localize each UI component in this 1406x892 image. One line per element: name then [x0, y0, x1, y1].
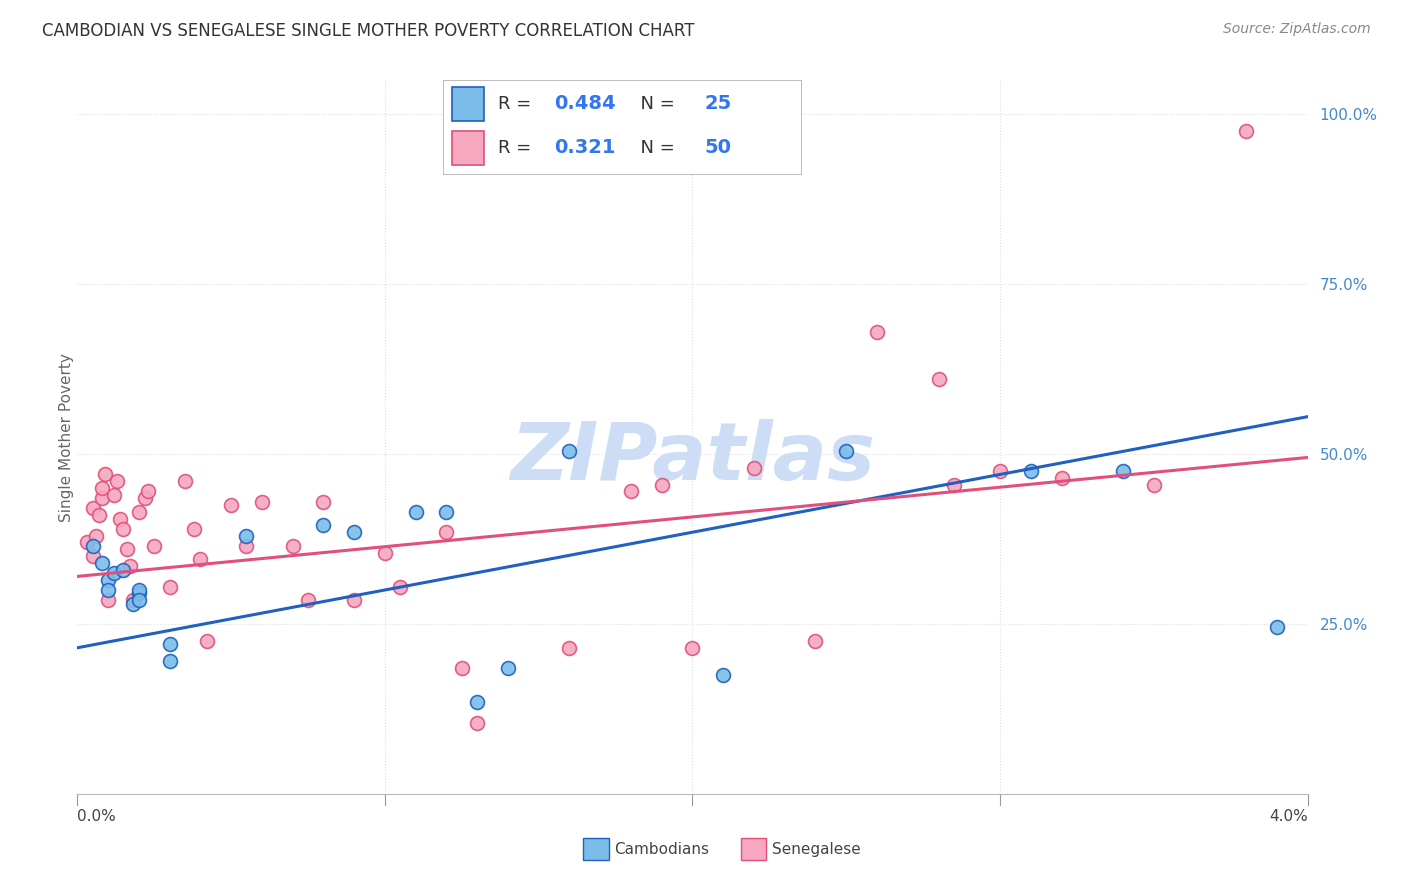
- Point: [103, 488, 125, 502]
- Text: 25: 25: [704, 95, 733, 113]
- Text: N =: N =: [630, 95, 681, 112]
- Point: [121, 597, 143, 611]
- Point: [112, 522, 135, 536]
- Point: [97, 593, 120, 607]
- Point: [128, 586, 150, 600]
- Point: [103, 566, 125, 580]
- Point: [90, 556, 114, 570]
- Point: [134, 491, 156, 506]
- Point: [190, 552, 212, 566]
- Point: [1143, 477, 1166, 491]
- Point: [374, 546, 396, 560]
- Point: [97, 582, 120, 597]
- Text: Senegalese: Senegalese: [772, 842, 860, 856]
- Point: [235, 528, 257, 542]
- Point: [82, 501, 104, 516]
- Point: [159, 580, 181, 594]
- Point: [942, 477, 965, 491]
- Point: [389, 580, 412, 594]
- Point: [405, 505, 427, 519]
- Point: [1019, 464, 1042, 478]
- Text: 50: 50: [704, 138, 731, 157]
- Point: [110, 511, 132, 525]
- Point: [297, 593, 319, 607]
- Point: [195, 634, 218, 648]
- Point: [558, 443, 581, 458]
- Point: [159, 654, 181, 668]
- Point: [436, 505, 458, 519]
- Point: [82, 539, 104, 553]
- Point: [112, 563, 135, 577]
- Text: R =: R =: [499, 95, 537, 112]
- Point: [496, 661, 519, 675]
- Point: [281, 539, 304, 553]
- Point: [436, 525, 458, 540]
- Point: [97, 573, 120, 587]
- Point: [343, 593, 366, 607]
- Point: [1112, 464, 1135, 478]
- Point: [711, 668, 734, 682]
- Point: [465, 695, 488, 709]
- Text: Cambodians: Cambodians: [614, 842, 710, 856]
- Point: [82, 549, 104, 563]
- Point: [1050, 471, 1073, 485]
- Point: [84, 528, 107, 542]
- Point: [136, 484, 159, 499]
- Text: R =: R =: [499, 139, 537, 157]
- Point: [219, 498, 242, 512]
- Point: [866, 325, 889, 339]
- Point: [651, 477, 673, 491]
- Point: [159, 637, 181, 651]
- Text: 4.0%: 4.0%: [1268, 809, 1308, 823]
- Point: [183, 522, 205, 536]
- Text: 0.0%: 0.0%: [77, 809, 117, 823]
- Point: [128, 505, 150, 519]
- Point: [312, 518, 335, 533]
- Point: [620, 484, 643, 499]
- Point: [174, 475, 197, 489]
- Point: [105, 475, 128, 489]
- Point: [682, 640, 704, 655]
- Text: CAMBODIAN VS SENEGALESE SINGLE MOTHER POVERTY CORRELATION CHART: CAMBODIAN VS SENEGALESE SINGLE MOTHER PO…: [42, 22, 695, 40]
- Point: [465, 715, 488, 730]
- Point: [450, 661, 472, 675]
- Text: 0.321: 0.321: [554, 138, 616, 157]
- Bar: [451, 87, 484, 120]
- Point: [928, 372, 950, 386]
- Text: 0.484: 0.484: [554, 95, 616, 113]
- Point: [115, 542, 138, 557]
- Point: [1234, 124, 1257, 138]
- Point: [804, 634, 827, 648]
- Text: ZIPatlas: ZIPatlas: [510, 419, 875, 498]
- Point: [558, 640, 581, 655]
- Point: [312, 494, 335, 508]
- Point: [128, 582, 150, 597]
- Point: [988, 464, 1011, 478]
- Point: [143, 539, 166, 553]
- Bar: [451, 131, 484, 164]
- Point: [87, 508, 110, 523]
- Point: [90, 481, 114, 495]
- Point: [118, 559, 141, 574]
- Point: [1265, 620, 1288, 634]
- Point: [128, 593, 150, 607]
- Point: [121, 593, 143, 607]
- Point: [76, 535, 98, 549]
- Text: N =: N =: [630, 139, 681, 157]
- Point: [343, 525, 366, 540]
- Point: [250, 494, 273, 508]
- Point: [94, 467, 117, 482]
- Point: [742, 460, 765, 475]
- Point: [835, 443, 858, 458]
- Point: [235, 539, 257, 553]
- Point: [90, 491, 114, 506]
- Text: Source: ZipAtlas.com: Source: ZipAtlas.com: [1223, 22, 1371, 37]
- Y-axis label: Single Mother Poverty: Single Mother Poverty: [59, 352, 73, 522]
